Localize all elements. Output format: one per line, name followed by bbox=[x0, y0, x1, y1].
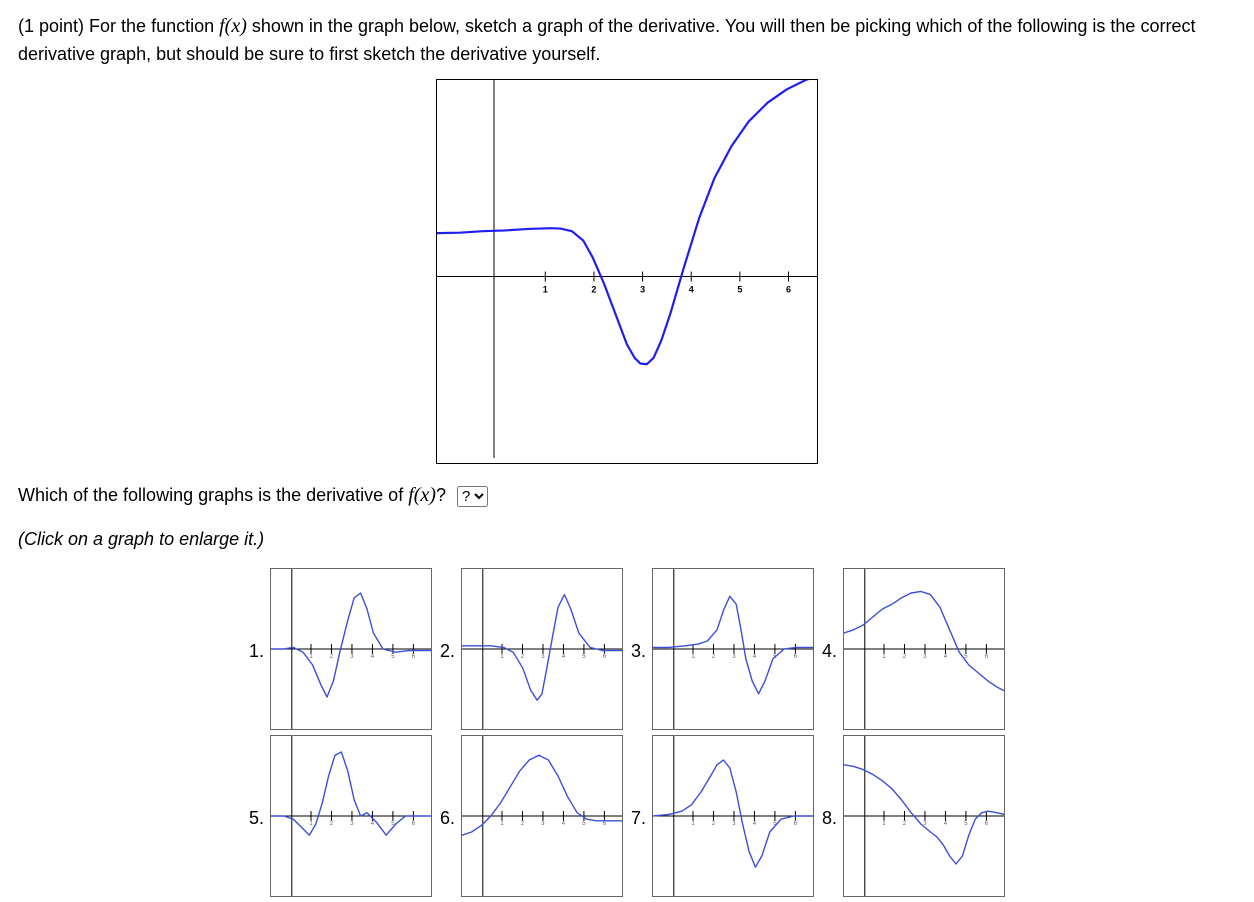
option-graph-8[interactable]: 123456 bbox=[843, 735, 1005, 897]
option-graph-2[interactable]: 123456 bbox=[461, 568, 623, 730]
points-label: (1 point) bbox=[18, 16, 89, 36]
question-text-a: Which of the following graphs is the der… bbox=[18, 485, 408, 505]
option-graph-3[interactable]: 123456 bbox=[652, 568, 814, 730]
svg-text:2: 2 bbox=[591, 285, 596, 295]
problem-statement: (1 point) For the function f(x) shown in… bbox=[18, 12, 1218, 67]
option-label-1: 1. bbox=[245, 568, 266, 735]
option-label-4: 4. bbox=[818, 568, 839, 735]
svg-text:3: 3 bbox=[640, 285, 645, 295]
option-label-5: 5. bbox=[245, 735, 266, 902]
question-line: Which of the following graphs is the der… bbox=[18, 484, 1236, 507]
option-graph-6[interactable]: 123456 bbox=[461, 735, 623, 897]
options-grid: 1.1234562.1234563.1234564.1234565.123456… bbox=[245, 568, 1009, 902]
option-graph-1[interactable]: 123456 bbox=[270, 568, 432, 730]
option-label-7: 7. bbox=[627, 735, 648, 902]
option-graph-7[interactable]: 123456 bbox=[652, 735, 814, 897]
option-label-6: 6. bbox=[436, 735, 457, 902]
option-label-8: 8. bbox=[818, 735, 839, 902]
svg-text:1: 1 bbox=[543, 285, 548, 295]
option-graph-5[interactable]: 123456 bbox=[270, 735, 432, 897]
problem-text-a: For the function bbox=[89, 16, 219, 36]
option-label-2: 2. bbox=[436, 568, 457, 735]
fx-symbol: f(x) bbox=[219, 15, 247, 37]
svg-text:4: 4 bbox=[689, 285, 694, 295]
svg-text:6: 6 bbox=[786, 285, 791, 295]
fx-symbol-2: f(x) bbox=[408, 484, 436, 506]
svg-text:5: 5 bbox=[737, 285, 742, 295]
enlarge-hint: (Click on a graph to enlarge it.) bbox=[18, 529, 1236, 550]
option-label-3: 3. bbox=[627, 568, 648, 735]
option-graph-4[interactable]: 123456 bbox=[843, 568, 1005, 730]
answer-select[interactable]: ? bbox=[457, 486, 488, 507]
question-text-b: ? bbox=[436, 485, 446, 505]
main-function-graph: 1 2 3 4 5 6 bbox=[436, 79, 818, 464]
